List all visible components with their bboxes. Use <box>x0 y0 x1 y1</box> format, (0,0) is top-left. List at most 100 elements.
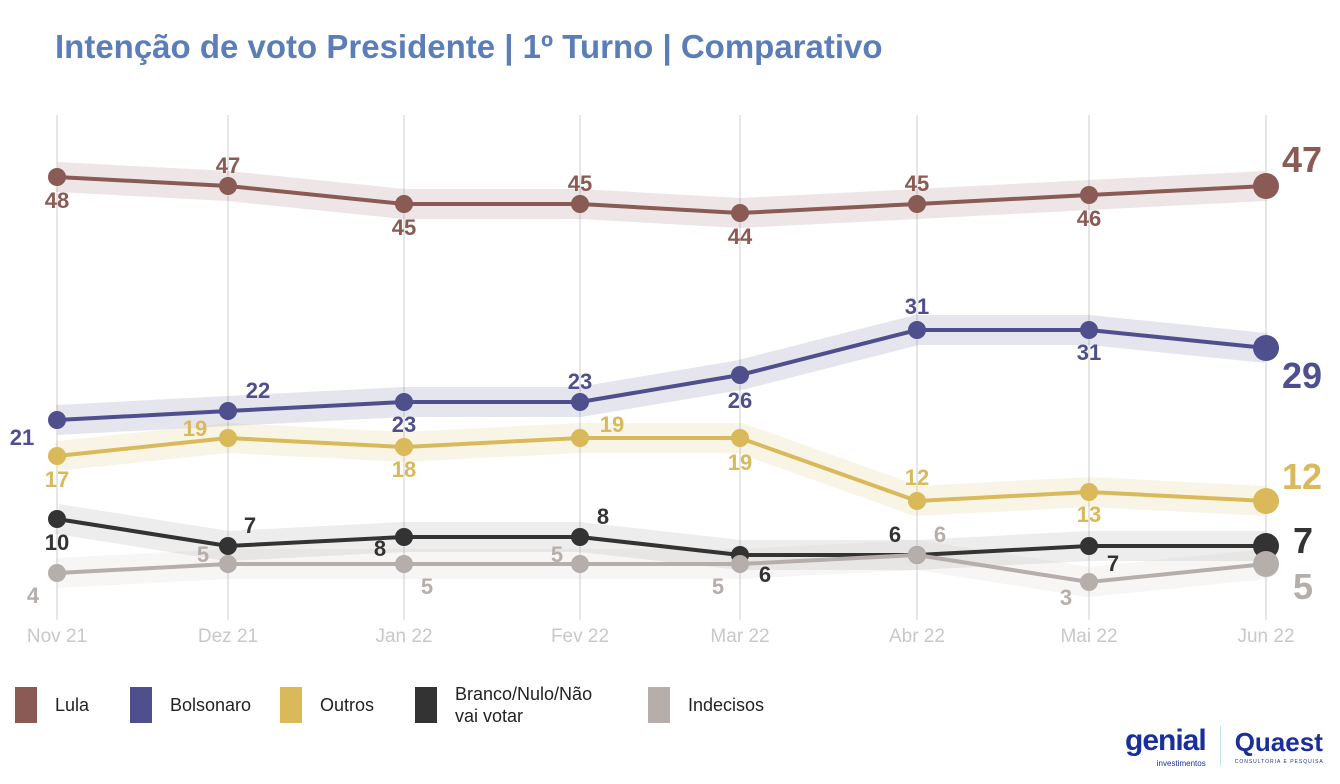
legend-label: Lula <box>55 695 90 715</box>
data-label: 7 <box>244 513 256 538</box>
data-point <box>219 402 237 420</box>
data-point <box>1080 483 1098 501</box>
data-point <box>219 555 237 573</box>
data-point <box>395 528 413 546</box>
data-label: 26 <box>728 388 752 413</box>
data-point <box>908 321 926 339</box>
quaest-subtitle: CONSULTORIA E PESQUISA <box>1234 759 1324 765</box>
data-label: 12 <box>905 465 929 490</box>
quaest-wordmark: Quaest <box>1234 727 1323 757</box>
series-line <box>56 517 1266 557</box>
data-point <box>395 393 413 411</box>
data-point <box>1253 335 1279 361</box>
data-point <box>1080 186 1098 204</box>
x-tick-label: Mar 22 <box>710 626 769 647</box>
data-label: 31 <box>905 294 929 319</box>
data-label: 48 <box>45 188 69 213</box>
data-point <box>571 393 589 411</box>
data-label: 5 <box>1293 566 1313 607</box>
data-point <box>48 168 66 186</box>
data-label: 46 <box>1077 206 1101 231</box>
data-point <box>571 195 589 213</box>
data-point <box>1080 537 1098 555</box>
data-point <box>908 195 926 213</box>
data-label: 19 <box>728 450 752 475</box>
data-label: 3 <box>1060 585 1072 610</box>
legend-swatch <box>130 687 152 723</box>
data-label: 6 <box>934 522 946 547</box>
data-point <box>48 564 66 582</box>
series-line <box>56 175 1267 216</box>
data-point <box>731 429 749 447</box>
data-label: 31 <box>1077 340 1101 365</box>
x-tick-label: Nov 21 <box>27 626 87 647</box>
x-tick-label: Jan 22 <box>375 626 432 647</box>
legend-swatch <box>415 687 437 723</box>
data-point <box>395 555 413 573</box>
series-line <box>56 328 1267 422</box>
data-label: 19 <box>600 412 624 437</box>
data-label: 23 <box>568 369 592 394</box>
data-label: 23 <box>392 412 416 437</box>
data-label: 13 <box>1077 502 1101 527</box>
chart-title: Intenção de voto Presidente | 1º Turno |… <box>55 28 883 65</box>
data-point <box>48 411 66 429</box>
data-label: 45 <box>568 171 592 196</box>
legend-item-bolsonaro: Bolsonaro <box>130 683 280 727</box>
data-point <box>731 555 749 573</box>
genial-logo: genial investimentos <box>1125 724 1207 768</box>
data-label: 6 <box>889 522 901 547</box>
data-point <box>219 429 237 447</box>
data-label: 5 <box>421 574 433 599</box>
data-point <box>1253 551 1279 577</box>
data-label: 5 <box>712 574 724 599</box>
data-point <box>731 366 749 384</box>
data-label: 6 <box>759 562 771 587</box>
series-line <box>56 435 1267 504</box>
data-point <box>219 537 237 555</box>
legend-item-outros: Outros <box>280 683 415 727</box>
data-label: 45 <box>392 215 416 240</box>
x-tick-label: Jun 22 <box>1237 626 1294 647</box>
data-label: 8 <box>597 504 609 529</box>
legend-item-lula: Lula <box>15 683 130 727</box>
data-point <box>1080 321 1098 339</box>
data-label: 21 <box>10 425 34 450</box>
data-label: 19 <box>183 416 207 441</box>
legend: Lula Bolsonaro Outros Branco/Nulo/Não va… <box>15 683 764 727</box>
data-label: 47 <box>1282 139 1322 180</box>
data-point <box>395 195 413 213</box>
legend-swatch <box>280 687 302 723</box>
data-point <box>1253 173 1279 199</box>
data-point <box>48 510 66 528</box>
data-point <box>1080 573 1098 591</box>
data-label: 22 <box>246 378 270 403</box>
data-point <box>219 177 237 195</box>
data-point <box>1253 533 1279 559</box>
data-label: 7 <box>1107 551 1119 576</box>
x-tick-label: Dez 21 <box>198 626 258 647</box>
data-label: 4 <box>27 583 40 608</box>
x-tick-label: Abr 22 <box>889 626 945 647</box>
legend-item-indecisos: Indecisos <box>648 683 764 727</box>
data-point <box>395 438 413 456</box>
logos: genial investimentos Quaest CONSULTORIA E … <box>1125 724 1324 768</box>
data-label: 18 <box>392 457 416 482</box>
legend-swatch <box>15 687 37 723</box>
data-point <box>1253 488 1279 514</box>
data-point <box>571 528 589 546</box>
logo-divider <box>1219 726 1221 766</box>
data-label: 5 <box>551 542 563 567</box>
data-point <box>908 492 926 510</box>
genial-subtitle: investimentos <box>1156 759 1206 768</box>
quaest-logo: Quaest CONSULTORIA E PESQUISA <box>1235 727 1324 765</box>
genial-wordmark: genial <box>1125 724 1207 757</box>
data-point <box>571 555 589 573</box>
legend-item-branco: Branco/Nulo/Não vai votar <box>415 683 648 727</box>
data-label: 44 <box>728 224 753 249</box>
data-label: 8 <box>374 536 386 561</box>
x-tick-label: Fev 22 <box>551 626 609 647</box>
data-label: 5 <box>197 542 209 567</box>
data-label: 12 <box>1282 456 1322 497</box>
data-label: 47 <box>216 153 240 178</box>
